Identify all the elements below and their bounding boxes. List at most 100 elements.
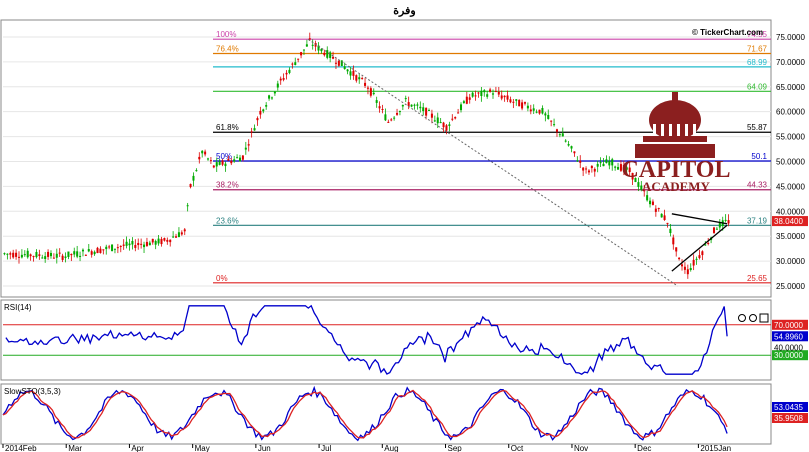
x-tick-label: Aug bbox=[384, 444, 398, 452]
candle-body bbox=[163, 238, 166, 241]
candle-body bbox=[523, 102, 527, 104]
rsi-title: RSI(14) bbox=[4, 303, 32, 312]
candle-body bbox=[471, 92, 474, 97]
x-tick-label: Jun bbox=[258, 444, 271, 452]
price-panel[interactable] bbox=[0, 19, 772, 298]
candle-body bbox=[654, 208, 657, 212]
candle-body bbox=[637, 182, 640, 187]
y-tick-label: 30.0000 bbox=[776, 257, 805, 266]
candle-body bbox=[52, 257, 55, 259]
candle-body bbox=[704, 244, 707, 246]
candle-body bbox=[192, 175, 195, 181]
candle-body bbox=[590, 165, 593, 169]
candle-body bbox=[558, 134, 561, 136]
sto-last-label: 53.0435 bbox=[774, 403, 803, 412]
price-layer: 75.0000 70.0000 65.0000 60.0000 55.0000 50.00… bbox=[3, 30, 808, 291]
candle-body bbox=[428, 109, 431, 111]
candle-body bbox=[198, 156, 201, 160]
rsi-panel-controls[interactable] bbox=[738, 313, 769, 323]
candle-body bbox=[250, 131, 253, 133]
candle-body bbox=[35, 251, 38, 258]
candle-body bbox=[334, 62, 337, 64]
candle-body bbox=[369, 88, 372, 96]
y-tick-label: 75.0000 bbox=[776, 33, 805, 42]
candle-body bbox=[372, 92, 375, 95]
triangle-lower bbox=[671, 224, 728, 272]
candle-body bbox=[398, 111, 401, 113]
y-tick-label: 70.0000 bbox=[776, 58, 805, 67]
candle-body bbox=[172, 236, 175, 238]
candle-body bbox=[343, 66, 346, 70]
y-tick-label: 25.0000 bbox=[776, 282, 805, 291]
candle-body bbox=[157, 238, 160, 244]
candle-body bbox=[657, 208, 660, 210]
candle-body bbox=[416, 104, 419, 106]
fib-value-label: 68.99 bbox=[747, 58, 768, 67]
candle-body bbox=[689, 268, 692, 271]
candle-body bbox=[675, 247, 678, 252]
candle-body bbox=[404, 98, 407, 100]
candle-body bbox=[393, 117, 396, 119]
minimize-icon[interactable] bbox=[759, 313, 769, 323]
candle-body bbox=[573, 151, 576, 154]
sto-d-line bbox=[2, 389, 728, 439]
candle-body bbox=[294, 62, 297, 66]
triangle-upper bbox=[671, 213, 728, 225]
candle-body bbox=[698, 255, 701, 259]
rsi-panel[interactable] bbox=[0, 299, 772, 381]
y-tick-label: 35.0000 bbox=[776, 232, 805, 241]
candle-body bbox=[477, 92, 480, 94]
candle-body bbox=[44, 256, 47, 260]
candle-body bbox=[111, 244, 114, 252]
candle-body bbox=[614, 166, 617, 168]
candle-body bbox=[579, 160, 582, 163]
candle-body bbox=[358, 77, 361, 80]
candle-body bbox=[67, 251, 70, 258]
fib-pct-label: 100% bbox=[216, 30, 236, 39]
candle-body bbox=[145, 241, 148, 246]
candle-body bbox=[459, 104, 463, 111]
candle-body bbox=[631, 172, 634, 180]
candle-body bbox=[221, 160, 224, 165]
candle-body bbox=[494, 91, 497, 93]
fib-pct-label: 50% bbox=[216, 152, 232, 161]
candle-body bbox=[701, 251, 704, 256]
candle-body bbox=[643, 190, 646, 192]
candle-body bbox=[300, 52, 303, 56]
candle-body bbox=[474, 95, 477, 97]
rsi-level-badge bbox=[772, 350, 808, 361]
candle-body bbox=[555, 129, 558, 132]
sto-panel[interactable] bbox=[0, 383, 772, 445]
candle-body bbox=[102, 249, 105, 251]
candle-body bbox=[695, 258, 698, 260]
candle-body bbox=[55, 253, 58, 258]
settings-icon[interactable] bbox=[738, 314, 746, 322]
candle-body bbox=[160, 238, 163, 245]
candle-body bbox=[672, 237, 675, 245]
candle-body bbox=[433, 120, 436, 122]
logo-line2: ACADEMY bbox=[642, 179, 710, 194]
candle-body bbox=[619, 164, 622, 171]
candle-body bbox=[622, 164, 625, 170]
x-tick-label: Apr bbox=[131, 444, 144, 452]
candle-body bbox=[436, 117, 439, 124]
candle-body bbox=[302, 49, 305, 51]
candle-body bbox=[84, 254, 87, 256]
candle-body bbox=[148, 242, 151, 246]
fib-value-label: 55.87 bbox=[747, 123, 768, 132]
candle-body bbox=[238, 157, 242, 162]
candle-body bbox=[204, 151, 207, 155]
candle-body bbox=[233, 159, 236, 162]
candle-body bbox=[535, 111, 538, 113]
candle-body bbox=[90, 251, 93, 255]
candle-body bbox=[401, 104, 404, 107]
candle-body bbox=[273, 91, 276, 94]
candle-body bbox=[131, 240, 134, 245]
gear-icon[interactable] bbox=[749, 314, 757, 322]
candle-body bbox=[550, 120, 553, 122]
candle-body bbox=[468, 97, 471, 100]
candle-body bbox=[6, 253, 9, 255]
candle-body bbox=[544, 113, 547, 116]
candle-body bbox=[122, 244, 125, 246]
